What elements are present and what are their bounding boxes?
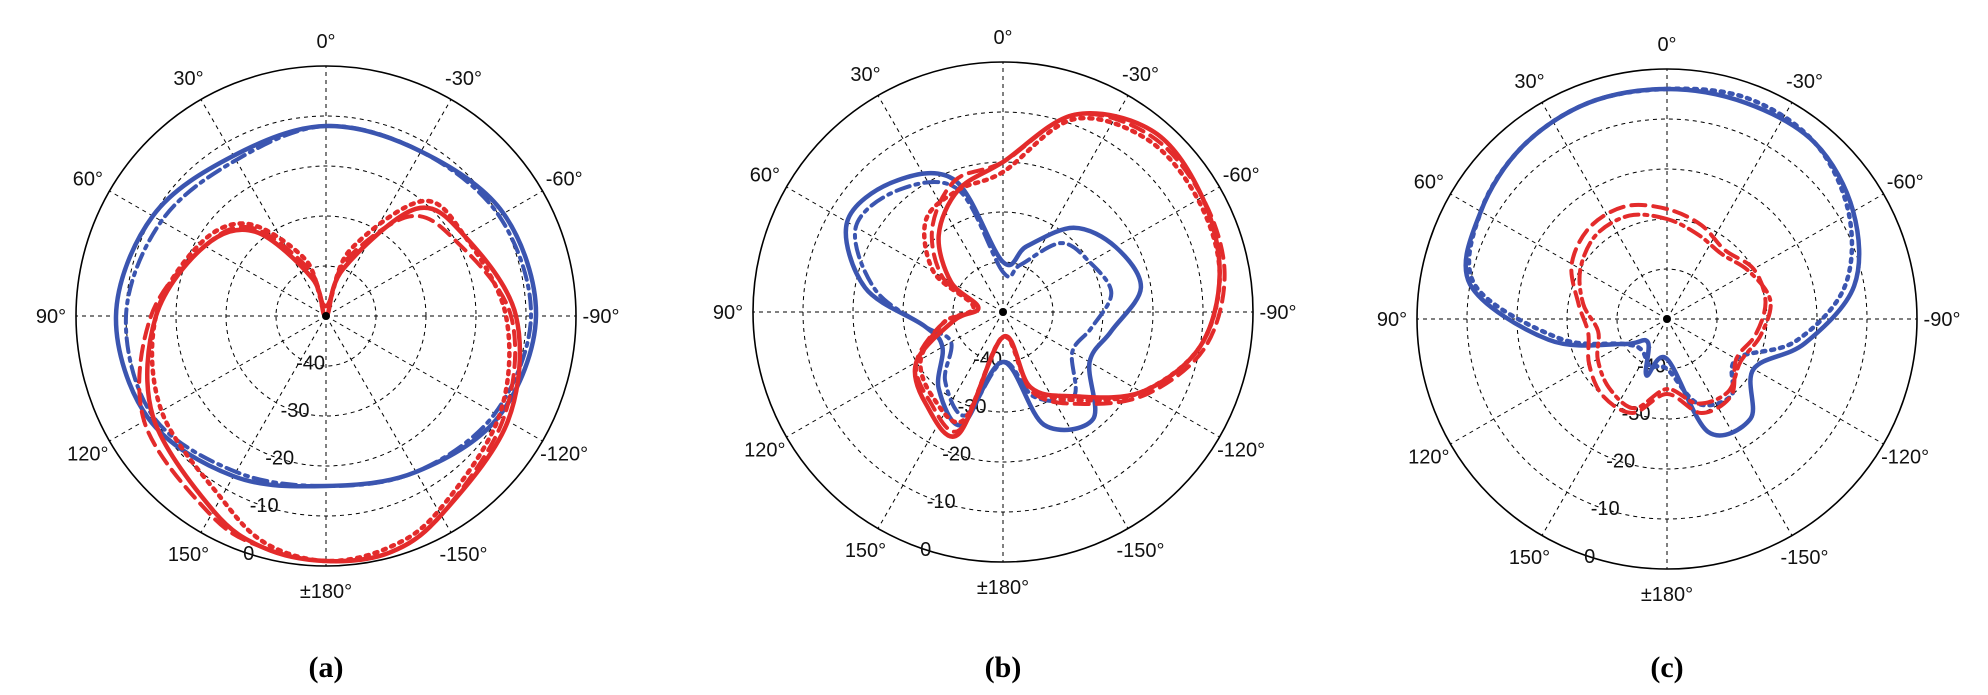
grid-spoke [877, 95, 1004, 313]
panel-label: (b) [985, 651, 1022, 684]
series-trace-3 [1569, 202, 1768, 416]
angle-tick-label: 60° [73, 169, 103, 191]
angle-tick-label: -60° [546, 169, 583, 191]
grid-spoke [1002, 311, 1220, 438]
radial-tick-label: -10 [250, 495, 279, 517]
series-trace-1 [1463, 86, 1862, 438]
grid-spoke [877, 311, 1004, 529]
angle-tick-label: 150° [168, 544, 209, 566]
grid-spoke [1541, 102, 1668, 320]
angle-tick-label: 120° [1408, 447, 1449, 469]
angle-tick-label: 30° [850, 64, 880, 86]
angle-tick-label: 90° [36, 306, 66, 328]
series-trace-1 [843, 170, 1144, 433]
angle-tick-label: 120° [67, 444, 108, 466]
grid-spoke [1666, 318, 1793, 536]
series-trace-2 [123, 123, 534, 488]
angle-tick-label: -30° [1122, 64, 1159, 86]
angle-tick-label: -90° [583, 306, 620, 328]
angle-tick-label: -90° [1260, 302, 1297, 324]
grid-spoke [109, 190, 327, 317]
series-trace-5 [918, 115, 1222, 425]
radial-tick-label: -40 [296, 353, 325, 375]
grid-spoke [1450, 193, 1668, 320]
angle-tick-label: -120° [540, 444, 588, 466]
radial-tick-label: -30 [281, 400, 310, 422]
panel-label: (a) [309, 651, 344, 684]
polar-panel-2: 0° 30° 60° 90° 120° 150° ±180° -150° -120° -90° -6… [713, 27, 1297, 684]
origin-dot [322, 312, 330, 320]
angle-tick-label: 150° [845, 540, 886, 562]
angle-tick-label: -150° [1116, 540, 1164, 562]
angle-tick-label: 90° [1377, 309, 1407, 331]
angle-tick-label: 60° [750, 165, 780, 187]
grid-spoke [1666, 102, 1793, 320]
grid-spoke [1002, 186, 1220, 313]
angle-tick-label: 0° [316, 31, 335, 53]
panel-label: (c) [1650, 651, 1683, 684]
angle-tick-label: ±180° [977, 577, 1029, 599]
grid-spoke [786, 311, 1004, 438]
angle-tick-label: ±180° [300, 581, 352, 603]
series-trace-4 [913, 111, 1227, 434]
radial-tick-label: -10 [927, 491, 956, 513]
angle-tick-label: -150° [1780, 547, 1828, 569]
angle-tick-label: 120° [744, 440, 785, 462]
radial-tick-label: 0 [1584, 546, 1595, 568]
series-trace-2 [852, 179, 1114, 418]
radial-tick-label: 0 [920, 539, 931, 561]
angle-tick-label: 0° [1657, 34, 1676, 56]
grid-spoke [1002, 311, 1129, 529]
grid-spoke [200, 99, 327, 317]
grid-ring [175, 165, 477, 467]
angle-tick-label: 30° [1514, 71, 1544, 93]
grid-spoke [325, 315, 452, 533]
grid-spoke [325, 99, 452, 317]
angle-tick-label: -60° [1887, 172, 1924, 194]
angle-tick-label: -150° [439, 544, 487, 566]
origin-dot [999, 308, 1007, 316]
angle-tick-label: 150° [1509, 547, 1550, 569]
angle-tick-label: -30° [445, 68, 482, 90]
series-trace-4 [1577, 212, 1773, 411]
angle-tick-label: ±180° [1641, 584, 1693, 606]
angle-tick-label: 30° [173, 68, 203, 90]
angle-tick-label: 90° [713, 302, 743, 324]
angle-tick-label: -120° [1881, 447, 1929, 469]
grid-ring [1516, 168, 1818, 470]
angle-tick-label: -30° [1786, 71, 1823, 93]
grid-spoke [325, 190, 543, 317]
grid-spoke [786, 186, 1004, 313]
angle-tick-label: 0° [993, 27, 1012, 49]
angle-tick-label: -90° [1924, 309, 1961, 331]
radial-tick-label: -20 [1606, 451, 1635, 473]
series-trace-2 [1466, 86, 1855, 408]
grid-spoke [1666, 318, 1884, 445]
angle-tick-label: -60° [1223, 165, 1260, 187]
angle-tick-label: -120° [1217, 440, 1265, 462]
grid-spoke [1002, 95, 1129, 313]
polar-panel-3: 0° 30° 60° 90° 120° 150° ±180° -150° -120° -90° -6… [1377, 34, 1961, 684]
series-trace-4 [137, 213, 518, 564]
grid-spoke [1450, 318, 1668, 445]
radial-tick-label: 0 [243, 543, 254, 565]
radial-tick-label: -20 [265, 448, 294, 470]
polar-panel-1: 0° 30° 60° 90° 120° 150° ±180° -150° -120° -90° -6… [36, 31, 620, 684]
series-trace-5 [149, 198, 512, 564]
grid-spoke [109, 315, 327, 442]
origin-dot [1663, 315, 1671, 323]
radial-tick-label: -10 [1591, 498, 1620, 520]
radial-tick-label: -20 [942, 444, 971, 466]
angle-tick-label: 60° [1414, 172, 1444, 194]
